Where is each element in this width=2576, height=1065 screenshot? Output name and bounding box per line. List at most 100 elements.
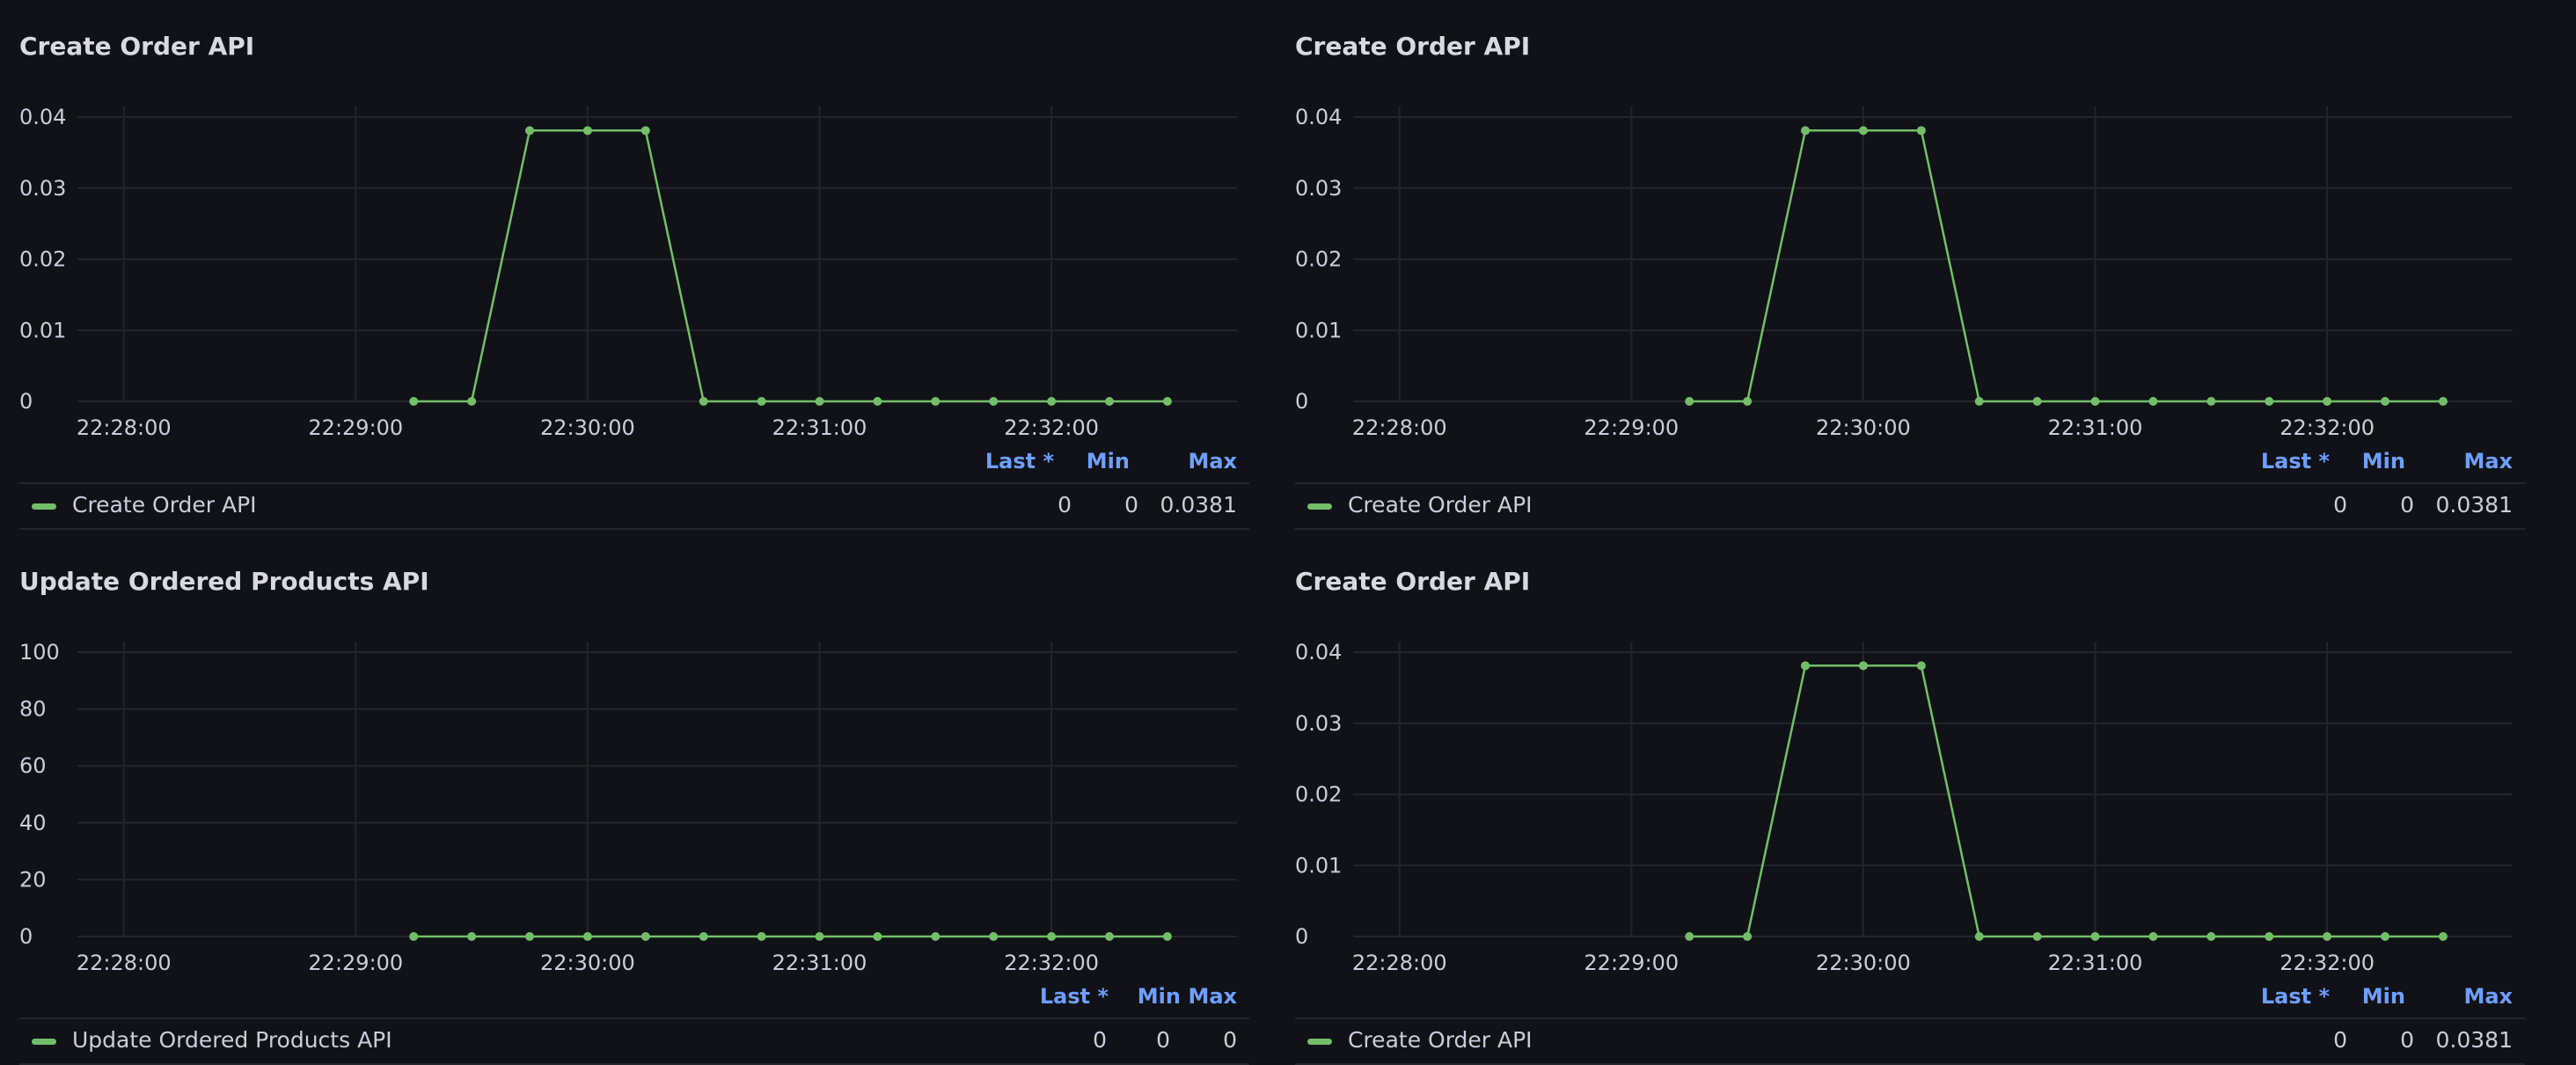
data-point (2032, 397, 2042, 406)
y-tick-label: 0.02 (1295, 782, 1342, 807)
data-point (1974, 932, 1984, 941)
data-point (1743, 932, 1753, 941)
panel-update-ordered-products-api[interactable]: Update Ordered Products API 0 20 40 60 80 100… (0, 535, 1258, 1065)
series-line (413, 129, 1167, 403)
x-tick-label: 22:28:00 (1352, 415, 1447, 440)
legend-header-max[interactable]: Max (2463, 449, 2513, 474)
data-point (757, 932, 766, 941)
data-point (525, 932, 535, 941)
legend-header: Last * Min Max (1295, 449, 2525, 479)
x-tick-label: 22:30:00 (1816, 951, 1911, 975)
x-tick-label: 22:32:00 (1004, 951, 1099, 975)
data-point (1162, 397, 1172, 406)
legend-series-name: Create Order API (72, 492, 257, 518)
x-tick-label: 22:32:00 (2280, 415, 2375, 440)
y-tick-label: 0.04 (1295, 105, 1342, 129)
x-tick-label: 22:31:00 (2048, 415, 2143, 440)
y-tick-label: 0.04 (1295, 640, 1342, 665)
data-point (873, 397, 882, 406)
data-point (699, 397, 708, 406)
data-point (1916, 126, 1926, 136)
data-point (931, 397, 940, 406)
legend-header-last[interactable]: Last * (984, 449, 1054, 474)
data-point (2090, 932, 2100, 941)
legend-header-max[interactable]: Max (1188, 449, 1237, 474)
data-point (1801, 661, 1811, 671)
data-point (2265, 932, 2274, 941)
legend-header-min[interactable]: Min (1086, 449, 1130, 474)
legend-min-value: 0 (2400, 492, 2414, 518)
legend-header-last[interactable]: Last * (2260, 449, 2330, 474)
y-tick-label: 0 (1295, 389, 1308, 414)
y-tick-label: 0.01 (19, 318, 66, 342)
y-tick-label: 0.01 (1295, 318, 1342, 342)
legend-item[interactable]: Create Order API 0 0 0.0381 (19, 482, 1249, 530)
y-tick-label: 0 (19, 389, 33, 414)
data-point (1858, 661, 1868, 671)
y-tick-label: 0.04 (19, 105, 66, 129)
x-tick-label: 22:29:00 (1584, 415, 1679, 440)
data-point (525, 126, 535, 136)
legend-series-name: Create Order API (1348, 1027, 1533, 1053)
legend-min-value: 0 (1124, 492, 1138, 518)
legend-item[interactable]: Create Order API 0 0 0.0381 (1295, 482, 2525, 530)
legend-header-max[interactable]: Max (1188, 984, 1237, 1009)
data-point (2148, 932, 2158, 941)
legend-header-min[interactable]: Min (2361, 984, 2405, 1009)
legend-header-last[interactable]: Last * (2260, 984, 2330, 1009)
x-tick-label: 22:29:00 (308, 415, 403, 440)
legend-max-value: 0.0381 (1160, 492, 1237, 518)
legend-item[interactable]: Create Order API 0 0 0.0381 (1295, 1017, 2525, 1065)
x-tick-label: 22:28:00 (77, 951, 172, 975)
data-point (1743, 397, 1753, 406)
data-point (699, 932, 708, 941)
y-tick-label: 0.02 (19, 247, 66, 272)
x-tick-label: 22:30:00 (540, 951, 635, 975)
data-point (873, 932, 882, 941)
panel-create-order-api-1[interactable]: Create Order API 0 0.01 0.02 0.03 0.04 22:28:… (0, 0, 1258, 530)
legend-header-min[interactable]: Min (2361, 449, 2405, 474)
data-point (1047, 932, 1057, 941)
data-point (1685, 397, 1694, 406)
data-point (815, 397, 824, 406)
legend-header-last[interactable]: Last * (1039, 984, 1109, 1009)
legend-header: Last * Min Max (1295, 984, 2525, 1014)
x-tick-label: 22:29:00 (308, 951, 403, 975)
legend-header-max[interactable]: Max (2463, 984, 2513, 1009)
data-point (1801, 126, 1811, 136)
legend-series-name: Create Order API (1348, 492, 1533, 518)
legend-max-value: 0 (1223, 1027, 1237, 1053)
legend-header-min[interactable]: Min (1137, 984, 1181, 1009)
data-point (2206, 932, 2216, 941)
data-point (2381, 932, 2390, 941)
legend-last-value: 0 (1057, 492, 1072, 518)
y-tick-label: 20 (19, 867, 47, 892)
y-tick-label: 0.02 (1295, 247, 1342, 272)
legend-last-value: 0 (1093, 1027, 1107, 1053)
legend-last-value: 0 (2333, 492, 2347, 518)
data-point (467, 932, 477, 941)
data-point (409, 932, 419, 941)
data-point (2148, 397, 2158, 406)
series-line (1689, 665, 2443, 938)
data-point (2032, 932, 2042, 941)
legend-min-value: 0 (1156, 1027, 1170, 1053)
legend-max-value: 0.0381 (2435, 1027, 2513, 1053)
chart: 0 0.01 0.02 0.03 0.04 22:28:00 22:29:00 22:30:0… (1295, 105, 2513, 440)
x-tick-label: 22:28:00 (1352, 951, 1447, 975)
panel-title: Create Order API (1295, 567, 1531, 596)
chart: 0 0.01 0.02 0.03 0.04 22:28:00 22:29:00 22:30:0… (19, 105, 1237, 440)
y-tick-label: 40 (19, 811, 47, 835)
legend-item[interactable]: Update Ordered Products API 0 0 0 (19, 1017, 1249, 1065)
data-point (2265, 397, 2274, 406)
series-color-swatch (1307, 1039, 1332, 1045)
x-tick-label: 22:31:00 (772, 951, 867, 975)
data-point (989, 397, 999, 406)
panel-create-order-api-3[interactable]: Create Order API 0 0.01 0.02 0.03 0.04 22:28:… (1276, 535, 2534, 1065)
panel-create-order-api-2[interactable]: Create Order API 0 0.01 0.02 0.03 0.04 22:28:… (1276, 0, 2534, 530)
legend-min-value: 0 (2400, 1027, 2414, 1053)
data-point (640, 126, 650, 136)
y-tick-label: 0.03 (1295, 176, 1342, 201)
legend-series-name: Update Ordered Products API (72, 1027, 392, 1053)
data-point (1105, 397, 1115, 406)
